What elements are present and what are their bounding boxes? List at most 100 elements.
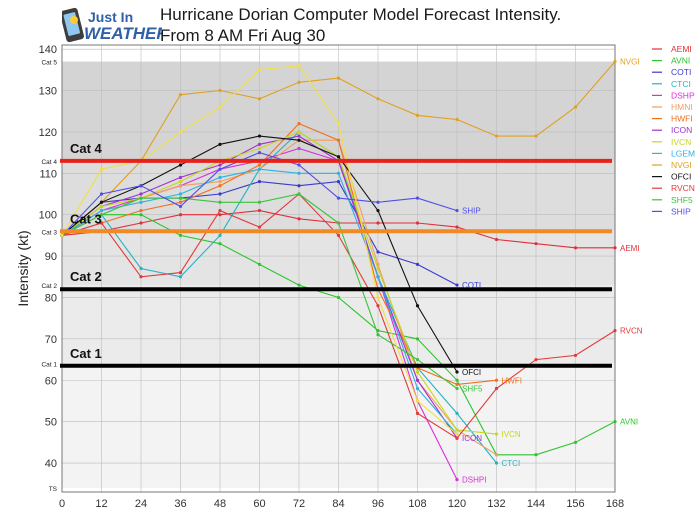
data-point-aemi: [415, 221, 420, 225]
chart-title-line1: Hurricane Dorian Computer Model Forecast…: [160, 5, 562, 24]
phone-icon: [60, 7, 84, 43]
data-point-avni: [534, 453, 538, 457]
data-point-hwfi: [297, 122, 301, 126]
just-in-weather-logo: Just In WEATHER: [60, 6, 169, 46]
data-point-ship: [336, 196, 341, 200]
data-point-aemi: [218, 213, 222, 217]
data-point-hmni: [178, 184, 183, 188]
legend-label: OFCI: [671, 172, 691, 182]
data-point-icon: [415, 378, 420, 382]
x-tick-label: 12: [95, 498, 107, 510]
y-tick-label: 120: [39, 127, 57, 139]
data-point-ivcn-2: [99, 167, 104, 171]
data-point-nvgi: [613, 59, 617, 64]
data-point-avni: [139, 213, 143, 217]
x-tick-label: 120: [448, 498, 466, 510]
data-point-aemi: [139, 221, 143, 225]
x-tick-label: 72: [293, 498, 305, 510]
end-label-avni: AVNI: [620, 418, 638, 427]
legend-label: HWFI: [671, 114, 693, 124]
end-label-icon: ICON: [462, 434, 482, 443]
data-point-avni: [297, 283, 301, 287]
data-point-ofci: [99, 200, 104, 204]
y-tick-label: 140: [39, 44, 57, 56]
data-point-shf5: [218, 200, 222, 204]
legend-label: HMNI: [671, 102, 693, 112]
data-point-coti: [218, 192, 222, 196]
data-point-ship: [99, 192, 104, 196]
data-point-ship: [139, 184, 143, 188]
data-point-rvcn: [218, 208, 222, 213]
data-point-nvgi: [178, 93, 183, 97]
data-point-rvcn: [336, 233, 341, 237]
data-point-nvgi: [415, 113, 420, 117]
data-point-rvcn: [455, 436, 459, 440]
data-point-ivcn: [415, 370, 420, 374]
data-point-nvgi: [218, 88, 222, 93]
data-point-ship: [257, 151, 262, 155]
data-point-ivcn: [455, 428, 459, 432]
data-point-ctci: [178, 275, 183, 279]
data-point-ctci: [218, 233, 222, 237]
data-point-nvgi: [336, 76, 341, 80]
end-label-shf5: SHF5: [462, 385, 483, 394]
data-point-coti: [415, 262, 420, 266]
data-point-hwfi: [455, 382, 459, 386]
data-point-icon: [257, 142, 262, 146]
data-point-shf5: [257, 200, 262, 204]
chart-title-line2: From 8 AM Fri Aug 30: [160, 26, 326, 45]
data-point-avni: [218, 242, 222, 246]
data-point-ofci: [336, 155, 341, 159]
data-point-coti: [336, 179, 341, 184]
data-point-hmni: [218, 179, 222, 184]
data-point-ivcn: [99, 204, 104, 209]
data-point-coti: [257, 179, 262, 184]
legend-label: AEMI: [671, 44, 692, 54]
data-point-ivcn-2: [297, 64, 301, 68]
data-point-hwfi: [218, 184, 222, 188]
data-point-hwfi: [257, 163, 262, 167]
data-point-icon: [297, 134, 301, 138]
data-point-lgem: [178, 192, 183, 196]
data-point-ship: [178, 204, 183, 209]
data-point-aemi: [573, 246, 578, 250]
series-line-ctci: [61, 131, 497, 464]
data-point-ivcn: [297, 130, 301, 134]
data-point-ivcn-2: [415, 399, 420, 403]
data-point-coti: [376, 250, 380, 254]
data-point-shf5: [376, 333, 380, 337]
data-point-hwfi: [336, 138, 341, 142]
data-point-aemi: [257, 208, 262, 213]
legend-label: SHIP: [671, 206, 691, 216]
data-point-aemi: [494, 237, 499, 242]
data-point-avni: [573, 440, 578, 444]
data-point-rvcn: [534, 357, 538, 362]
data-point-aemi: [297, 217, 301, 221]
data-point-ship: [297, 163, 301, 167]
data-point-shf5: [415, 357, 420, 362]
data-point-ofci: [415, 304, 420, 308]
data-point-aemi: [534, 242, 538, 246]
data-point-nvgi: [494, 134, 499, 138]
data-point-ofci: [376, 208, 380, 213]
category-tick-label: Cat 3: [41, 229, 57, 236]
data-point-aemi: [455, 225, 459, 229]
threshold-label-cat-4: Cat 4: [70, 141, 103, 156]
data-point-ivcn-2: [257, 68, 262, 72]
data-point-dshp: [297, 146, 301, 151]
data-point-rvcn: [573, 353, 578, 358]
data-point-ivcn-2: [376, 295, 380, 300]
legend-label: SHF5: [671, 195, 693, 205]
category-tick-label: Cat 5: [41, 60, 57, 67]
x-tick-label: 36: [174, 498, 186, 510]
y-axis-label: Intensity (kt): [15, 230, 31, 306]
data-point-ofci: [297, 138, 301, 142]
end-label-rvcn: RVCN: [620, 327, 643, 336]
y-tick-label: 40: [45, 458, 57, 470]
data-point-avni: [257, 262, 262, 266]
data-point-nvgi: [297, 80, 301, 84]
legend-label: AVNI: [671, 56, 690, 66]
data-point-nvgi: [534, 134, 538, 138]
data-point-ofci: [257, 134, 262, 138]
